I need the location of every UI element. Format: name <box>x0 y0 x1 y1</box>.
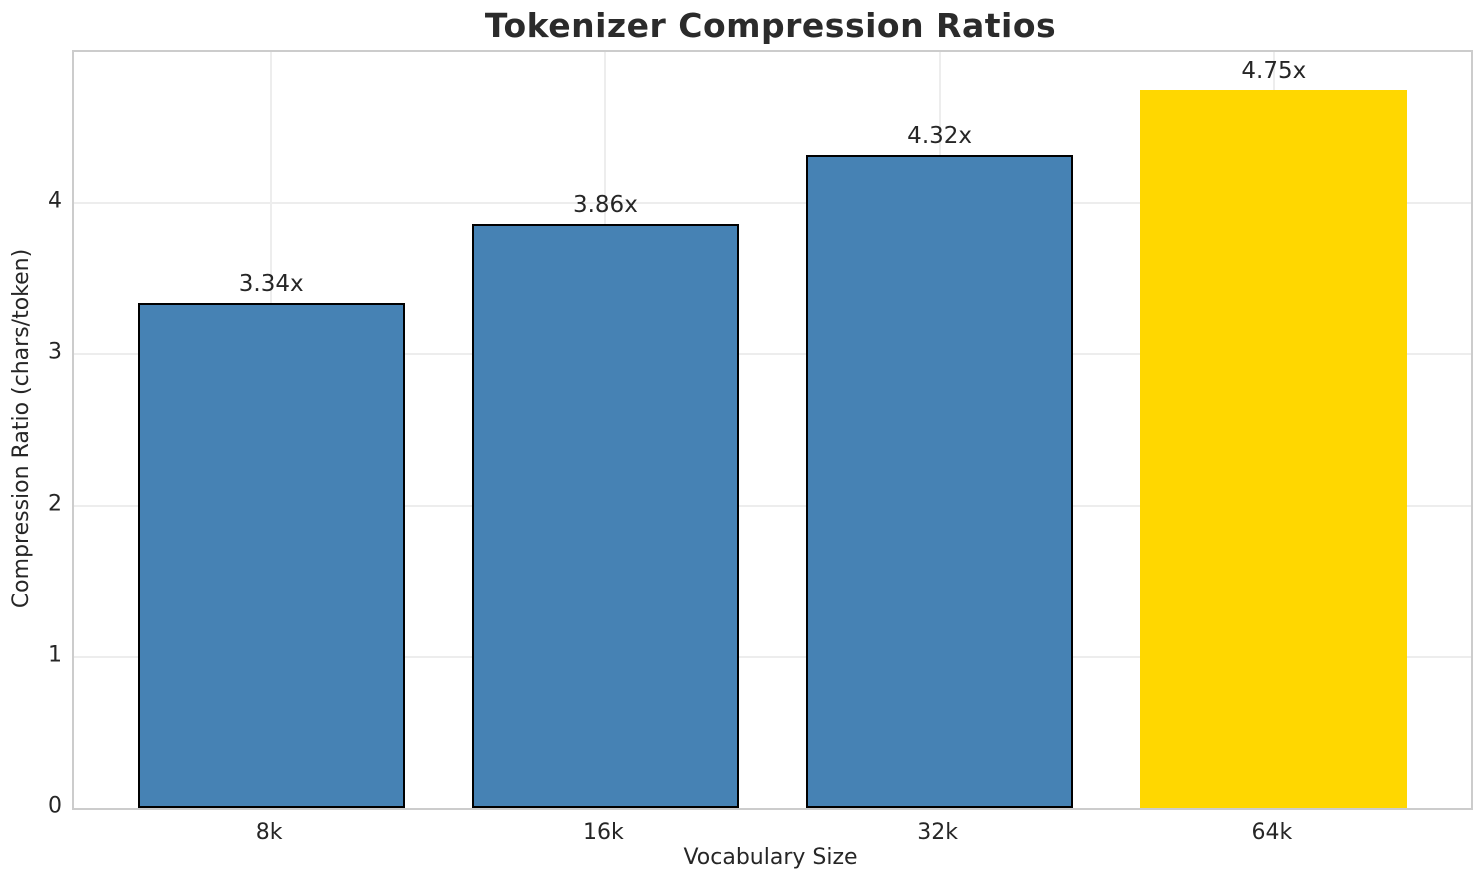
bar-value-label-16k: 3.86x <box>572 192 638 219</box>
bar-value-label-32k: 4.32x <box>907 122 973 149</box>
x-tick-label-8k: 8k <box>255 820 283 845</box>
y-tick-label-2: 2 <box>48 491 62 517</box>
x-tick-label-64k: 64k <box>1251 820 1293 845</box>
gridline-y-2 <box>74 504 1471 507</box>
bar-32k <box>805 154 1074 808</box>
x-tick-label-16k: 16k <box>583 820 624 845</box>
x-tick-label-32k: 32k <box>917 820 958 845</box>
gridline-y-3 <box>74 353 1471 356</box>
bar-16k <box>471 224 740 808</box>
plot-area: 3.34x 3.86x 4.32x 4.75x <box>72 50 1473 810</box>
bar-value-label-8k: 3.34x <box>238 271 304 297</box>
y-axis-label: Compression Ratio (chars/token) <box>9 248 35 608</box>
bar-value-label-64k: 4.75x <box>1241 57 1307 84</box>
bar-8k <box>137 302 405 808</box>
y-axis-label-wrap: Compression Ratio (chars/token) <box>0 50 44 806</box>
y-tick-label-4: 4 <box>48 188 62 214</box>
y-tick-label-3: 3 <box>48 339 62 365</box>
bar-64k <box>1140 89 1408 808</box>
y-tick-label-1: 1 <box>48 642 62 668</box>
x-axis-label: Vocabulary Size <box>683 845 858 870</box>
chart-title: Tokenizer Compression Ratios <box>484 6 1057 45</box>
y-tick-label-0: 0 <box>48 793 62 819</box>
gridline-y-4 <box>74 202 1471 205</box>
gridline-y-1 <box>74 655 1471 658</box>
